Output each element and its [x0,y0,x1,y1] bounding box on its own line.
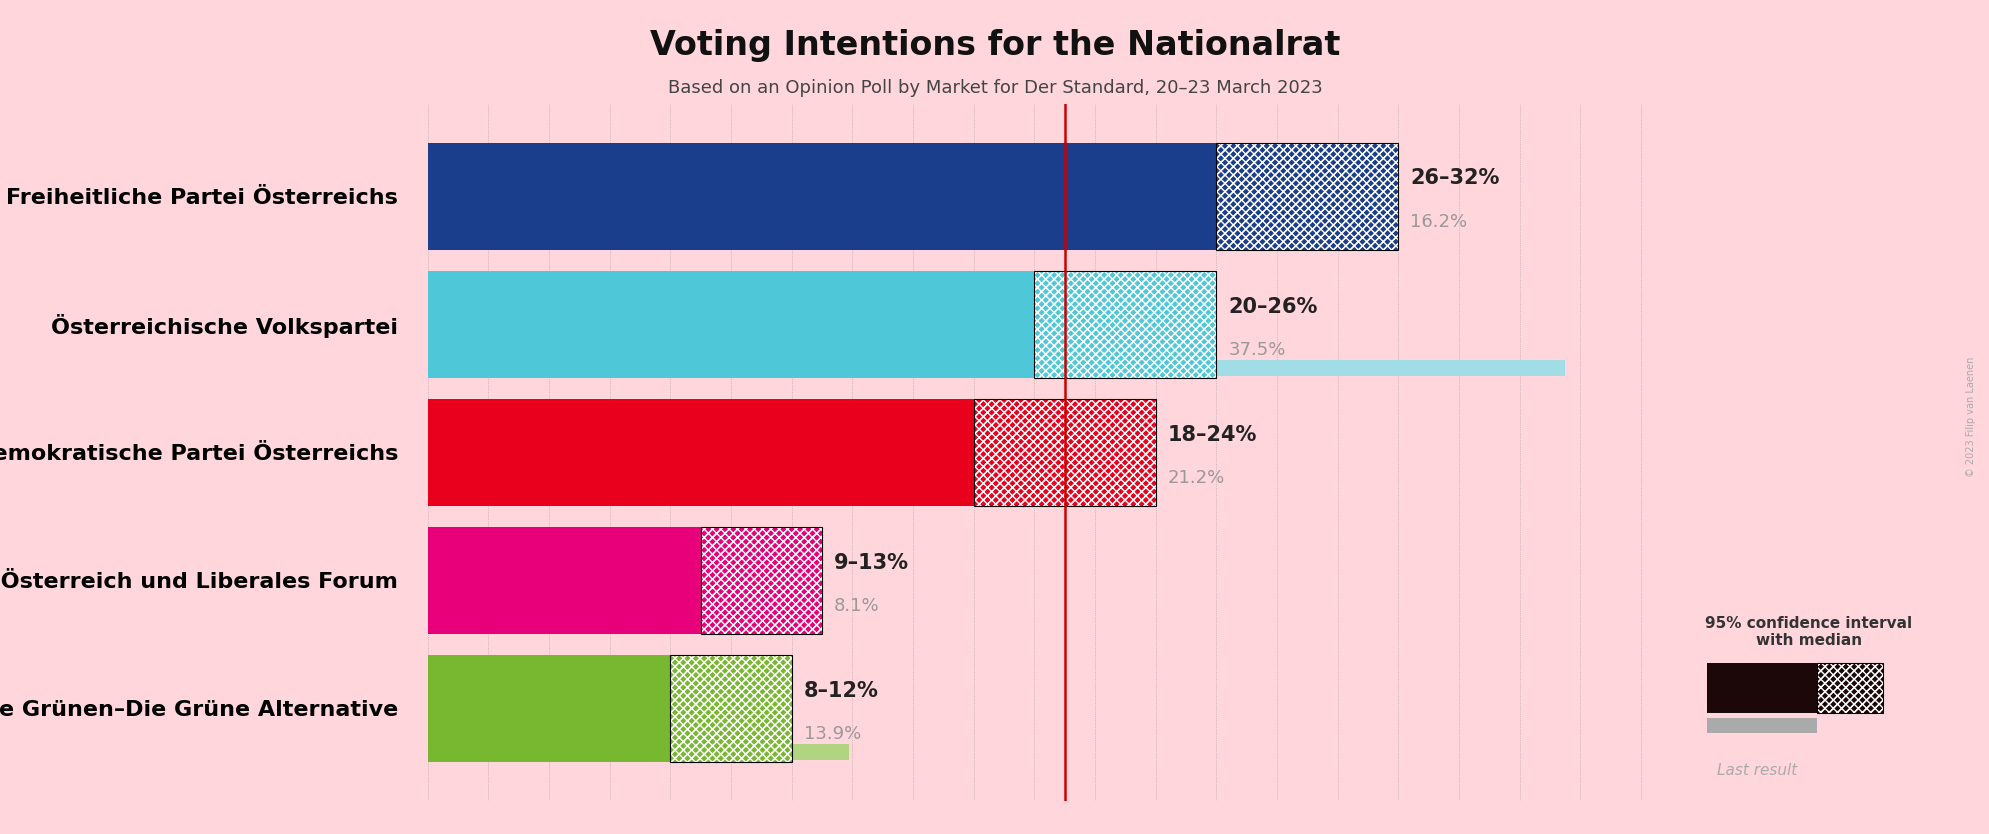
Bar [1215,143,1398,250]
Bar [973,399,1156,506]
Bar [428,359,1563,376]
Text: 8–12%: 8–12% [804,681,879,701]
Bar [670,655,792,762]
Bar [428,232,919,249]
Text: 13.9%: 13.9% [804,725,861,743]
Bar [428,615,672,632]
Bar [1215,143,1398,250]
Bar [428,744,849,761]
Bar [670,655,792,762]
Bar [428,488,1070,505]
Text: 18–24%: 18–24% [1168,425,1257,445]
Bar [1707,718,1816,733]
Bar [1034,271,1215,378]
Bar [1034,271,1215,378]
Bar [1215,143,1398,250]
Text: 16.2%: 16.2% [1410,213,1466,231]
Text: 8.1%: 8.1% [833,597,879,615]
Bar [1816,663,1882,713]
Text: Voting Intentions for the Nationalrat: Voting Intentions for the Nationalrat [650,29,1339,63]
Text: Based on an Opinion Poll by Market for Der Standard, 20–23 March 2023: Based on an Opinion Poll by Market for D… [666,79,1323,98]
Bar [428,655,670,762]
Bar [1034,271,1215,378]
Bar [1034,271,1215,378]
Bar [1816,663,1882,713]
Bar [973,399,1156,506]
Bar [1816,663,1882,713]
Bar [428,143,1215,250]
Text: 37.5%: 37.5% [1227,341,1285,359]
Text: © 2023 Filip van Laenen: © 2023 Filip van Laenen [1965,357,1975,477]
Bar [700,527,821,634]
Bar [973,399,1156,506]
Text: 26–32%: 26–32% [1410,168,1500,188]
Bar [973,399,1156,506]
Bar [428,527,700,634]
Bar [700,527,821,634]
Text: 21.2%: 21.2% [1168,469,1225,487]
Bar [428,399,973,506]
Text: 20–26%: 20–26% [1227,297,1317,317]
Bar [1707,663,1816,713]
Bar [428,271,1034,378]
Bar [700,527,821,634]
Bar [670,655,792,762]
Text: Last result: Last result [1717,763,1796,778]
Bar [1215,143,1398,250]
Bar [700,527,821,634]
Bar [670,655,792,762]
Text: 95% confidence interval
with median: 95% confidence interval with median [1705,615,1911,648]
Text: 9–13%: 9–13% [833,553,909,572]
